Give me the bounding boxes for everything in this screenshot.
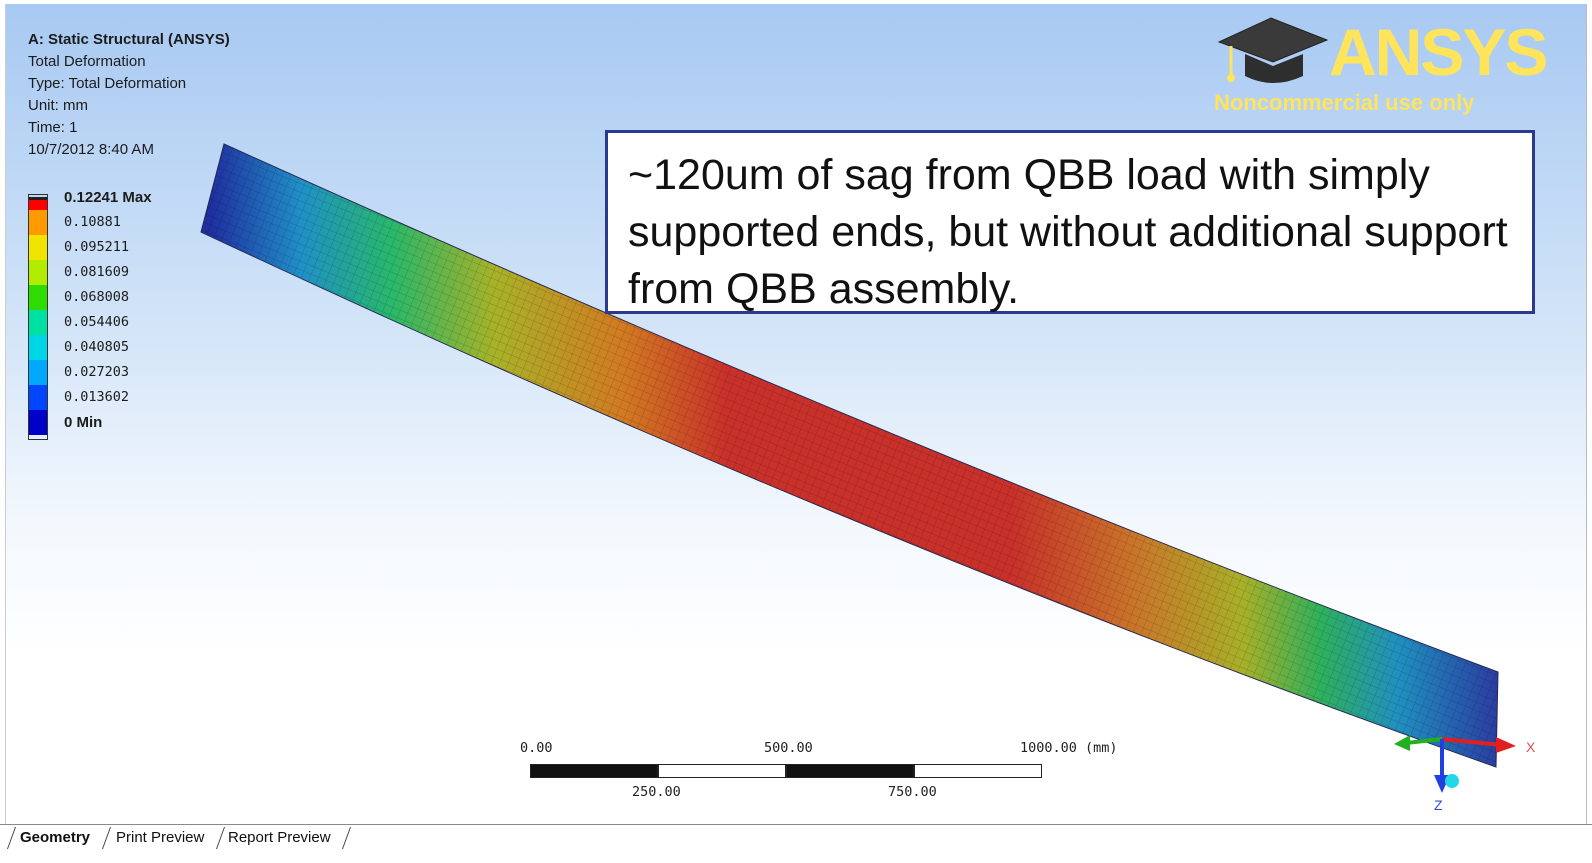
ansys-logo: ANSYS Noncommercial use only: [1211, 12, 1551, 122]
scale-segment-4: [914, 764, 1042, 778]
scale-segment-3: [786, 764, 914, 778]
legend-label: 0.10881: [64, 214, 121, 230]
tab-divider: [341, 827, 352, 849]
deformed-beam-mesh[interactable]: [6, 4, 1586, 842]
tab-print-preview[interactable]: Print Preview: [116, 829, 205, 846]
legend-label: 0.013602: [64, 389, 130, 405]
legend-label: 0.081609: [64, 264, 130, 280]
scale-label-0: 0.00: [520, 740, 553, 756]
result-info-block: A: Static Structural (ANSYS) Total Defor…: [28, 29, 230, 161]
legend-label: 0.027203: [64, 364, 130, 380]
scale-label-250: 250.00: [632, 784, 681, 800]
ansys-wordmark: ANSYS: [1329, 15, 1548, 89]
axis-triad-icon: [1394, 735, 1516, 793]
tab-divider: [101, 827, 112, 849]
legend-swatch: [28, 260, 48, 285]
annotation-callout: ~120um of sag from QBB load with simply …: [605, 130, 1535, 314]
viewport-border-left: [5, 4, 6, 842]
legend-swatch: [28, 360, 48, 385]
legend-swatch: [28, 410, 48, 435]
legend-swatch: [28, 335, 48, 360]
scale-segment-1: [530, 764, 658, 778]
legend-label: 0.068008: [64, 289, 130, 305]
graphics-viewport[interactable]: A: Static Structural (ANSYS) Total Defor…: [6, 4, 1586, 842]
scale-segment-2: [658, 764, 786, 778]
graduation-cap-icon: [1217, 17, 1329, 83]
legend-swatch: [28, 385, 48, 410]
tab-report-preview[interactable]: Report Preview: [228, 829, 331, 846]
noncommercial-note: Noncommercial use only: [1214, 90, 1475, 115]
scale-label-750: 750.00: [888, 784, 937, 800]
legend-swatch: [28, 210, 48, 235]
legend-label: 0.12241 Max: [64, 189, 152, 206]
scale-label-500: 500.00: [764, 740, 813, 756]
tab-divider: [6, 827, 17, 849]
result-time: Time: 1: [28, 119, 78, 136]
result-date: 10/7/2012 8:40 AM: [28, 141, 154, 158]
legend-swatch: [28, 285, 48, 310]
legend-label: 0 Min: [64, 414, 103, 431]
result-unit: Unit: mm: [28, 97, 88, 114]
viewport-border-right: [1586, 4, 1587, 842]
axis-x-label: X: [1526, 739, 1536, 755]
legend-swatch: [28, 235, 48, 260]
legend-swatch: [28, 310, 48, 335]
scale-label-1000: 1000.00 (mm): [1020, 740, 1118, 756]
legend-label: 0.095211: [64, 239, 130, 255]
legend-swatch: [28, 197, 48, 213]
tab-divider: [215, 827, 226, 849]
tab-geometry[interactable]: Geometry: [20, 829, 91, 846]
analysis-title: A: Static Structural (ANSYS): [28, 31, 230, 48]
legend-label: 0.054406: [64, 314, 130, 330]
result-type: Type: Total Deformation: [28, 75, 187, 92]
legend-label: 0.040805: [64, 339, 130, 355]
result-name: Total Deformation: [28, 53, 146, 70]
view-tab-bar: Geometry Print Preview Report Preview: [0, 824, 1592, 863]
axis-z-label: Z: [1434, 797, 1443, 813]
